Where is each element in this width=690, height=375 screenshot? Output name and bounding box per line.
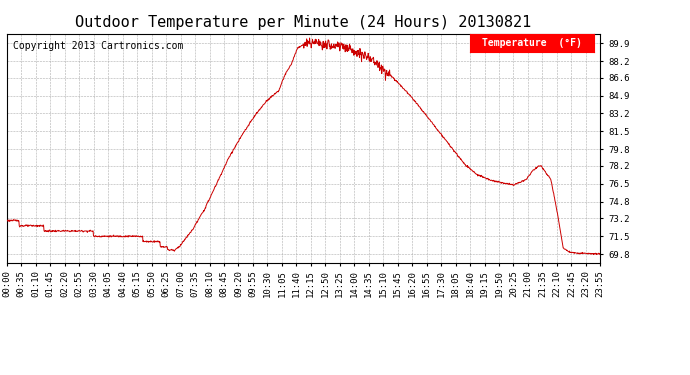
Text: Outdoor Temperature per Minute (24 Hours) 20130821: Outdoor Temperature per Minute (24 Hours… — [75, 15, 532, 30]
Text: Copyright 2013 Cartronics.com: Copyright 2013 Cartronics.com — [13, 40, 184, 51]
